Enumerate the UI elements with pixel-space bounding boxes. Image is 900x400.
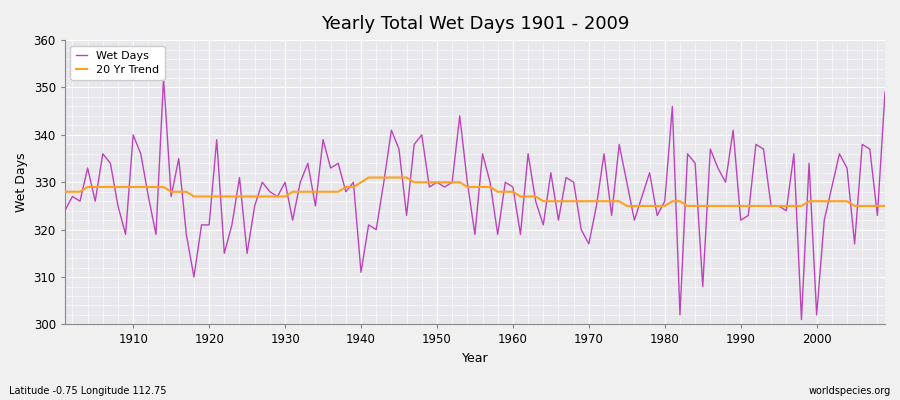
Text: worldspecies.org: worldspecies.org <box>809 386 891 396</box>
20 Yr Trend <box>364 175 374 180</box>
20 Yr Trend <box>621 204 632 208</box>
Legend: Wet Days, 20 Yr Trend: Wet Days, 20 Yr Trend <box>70 46 165 80</box>
Wet Days <box>515 232 526 237</box>
Wet Days <box>158 76 169 80</box>
Wet Days <box>340 189 351 194</box>
Wet Days <box>879 90 890 95</box>
X-axis label: Year: Year <box>462 352 488 365</box>
Wet Days <box>121 232 131 237</box>
Y-axis label: Wet Days: Wet Days <box>15 152 28 212</box>
20 Yr Trend <box>287 189 298 194</box>
Title: Yearly Total Wet Days 1901 - 2009: Yearly Total Wet Days 1901 - 2009 <box>320 15 629 33</box>
Line: Wet Days: Wet Days <box>65 78 885 320</box>
20 Yr Trend <box>515 194 526 199</box>
Wet Days <box>508 185 518 190</box>
Wet Days <box>607 213 617 218</box>
Text: Latitude -0.75 Longitude 112.75: Latitude -0.75 Longitude 112.75 <box>9 386 166 396</box>
Wet Days <box>796 317 807 322</box>
20 Yr Trend <box>879 204 890 208</box>
Wet Days <box>295 180 306 185</box>
20 Yr Trend <box>121 185 131 190</box>
20 Yr Trend <box>508 189 518 194</box>
Wet Days <box>59 208 70 213</box>
20 Yr Trend <box>333 189 344 194</box>
20 Yr Trend <box>59 189 70 194</box>
20 Yr Trend <box>607 199 617 204</box>
Line: 20 Yr Trend: 20 Yr Trend <box>65 178 885 206</box>
